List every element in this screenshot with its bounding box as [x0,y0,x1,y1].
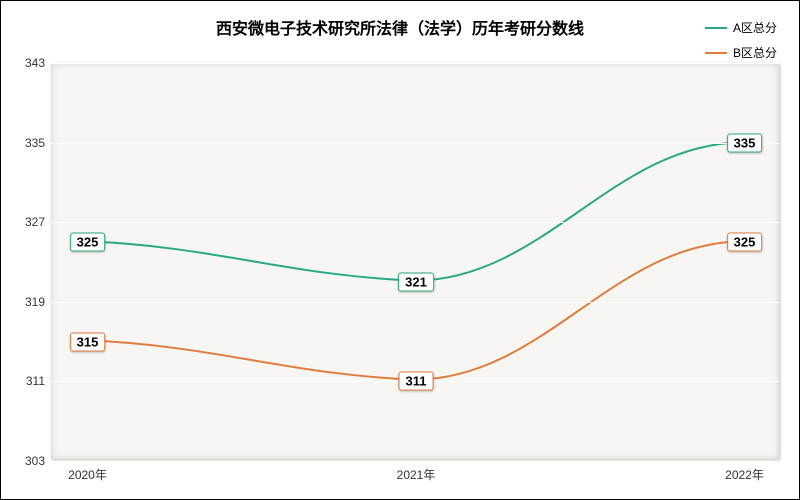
y-axis-label: 311 [1,374,45,388]
grid-line [51,63,779,64]
x-axis-label: 2022年 [725,466,764,483]
series-line-b [87,241,742,380]
x-axis-label: 2021年 [397,466,436,483]
legend-label-a: A区总分 [733,19,777,36]
series-line-a [87,142,742,281]
chart-svg [51,63,779,459]
grid-line [51,302,779,303]
chart-container: 西安微电子技术研究所法律（法学）历年考研分数线 A区总分 B区总分 325 321… [0,0,800,500]
y-axis-label: 319 [1,295,45,309]
x-axis-label: 2020年 [68,466,107,483]
grid-line [51,222,779,223]
legend-swatch-b [705,52,727,54]
legend-item-a: A区总分 [705,19,777,36]
y-axis-label: 343 [1,56,45,70]
legend-item-b: B区总分 [705,44,777,61]
legend: A区总分 B区总分 [705,19,777,61]
data-label: 315 [70,332,106,351]
legend-swatch-a [705,27,727,29]
y-axis-label: 335 [1,136,45,150]
y-axis-label: 327 [1,215,45,229]
data-label: 325 [727,233,763,252]
y-axis-label: 303 [1,454,45,468]
legend-label-b: B区总分 [733,44,777,61]
grid-line [51,461,779,462]
data-label: 335 [727,133,763,152]
chart-title: 西安微电子技术研究所法律（法学）历年考研分数线 [1,15,799,39]
plot-area: 325 321 335 315 311 325 [51,63,779,459]
data-label: 321 [398,272,434,291]
data-label: 325 [70,233,106,252]
data-label: 311 [399,372,434,391]
grid-line [51,143,779,144]
